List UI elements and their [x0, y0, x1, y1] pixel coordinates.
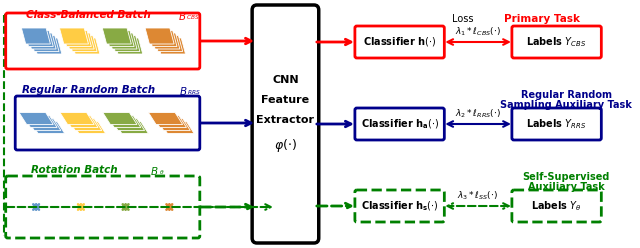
Polygon shape [31, 122, 65, 133]
Text: $\lambda_2 * \ell_{RRS}(\cdot)$: $\lambda_2 * \ell_{RRS}(\cdot)$ [455, 107, 500, 120]
Text: Rotation Batch: Rotation Batch [31, 165, 121, 175]
Polygon shape [152, 116, 186, 127]
Text: Classifier $\mathbf{h_a}(\cdot)$: Classifier $\mathbf{h_a}(\cdot)$ [360, 117, 438, 131]
Text: $\lambda_3 * \ell_{SS}(\cdot)$: $\lambda_3 * \ell_{SS}(\cdot)$ [457, 189, 498, 202]
Polygon shape [62, 31, 92, 47]
Polygon shape [103, 113, 137, 124]
Polygon shape [68, 119, 102, 130]
Polygon shape [19, 113, 53, 124]
Text: Extractor: Extractor [257, 115, 314, 125]
Polygon shape [108, 33, 137, 49]
Polygon shape [71, 38, 100, 54]
Text: Class-Balanced Batch: Class-Balanced Batch [26, 10, 155, 20]
Text: $B$: $B$ [178, 10, 186, 22]
Polygon shape [107, 116, 141, 127]
Text: Regular Random Batch: Regular Random Batch [22, 85, 159, 95]
Text: Regular Random: Regular Random [520, 90, 612, 100]
FancyBboxPatch shape [252, 5, 319, 243]
Text: $\varphi(\cdot)$: $\varphi(\cdot)$ [274, 136, 297, 154]
Polygon shape [114, 122, 148, 133]
FancyBboxPatch shape [6, 13, 200, 69]
FancyBboxPatch shape [15, 96, 200, 150]
Text: Loss: Loss [452, 14, 473, 24]
Text: CNN: CNN [272, 75, 299, 85]
Polygon shape [105, 31, 134, 47]
Polygon shape [151, 33, 180, 49]
Text: Feature: Feature [261, 95, 310, 105]
Text: $B$: $B$ [150, 165, 159, 177]
Polygon shape [27, 119, 61, 130]
FancyBboxPatch shape [512, 190, 602, 222]
Polygon shape [71, 122, 106, 133]
Polygon shape [157, 38, 186, 54]
FancyBboxPatch shape [6, 176, 200, 238]
FancyBboxPatch shape [355, 26, 444, 58]
Polygon shape [60, 113, 94, 124]
Text: $B$: $B$ [179, 85, 188, 97]
Polygon shape [33, 38, 62, 54]
Text: $_{CBS}$: $_{CBS}$ [186, 13, 200, 22]
Polygon shape [114, 38, 143, 54]
Text: $_{RRS}$: $_{RRS}$ [188, 88, 201, 97]
Text: Classifier $\mathbf{h_s}(\cdot)$: Classifier $\mathbf{h_s}(\cdot)$ [361, 199, 438, 213]
Polygon shape [102, 28, 131, 44]
Polygon shape [148, 31, 177, 47]
Polygon shape [110, 119, 145, 130]
Polygon shape [64, 116, 98, 127]
Polygon shape [27, 33, 56, 49]
FancyBboxPatch shape [512, 108, 602, 140]
Polygon shape [60, 28, 88, 44]
Text: Labels $Y_{\theta}$: Labels $Y_{\theta}$ [531, 199, 582, 213]
Polygon shape [148, 113, 182, 124]
Polygon shape [111, 35, 140, 52]
Text: $\lambda_1 * \ell_{CBS}(\cdot)$: $\lambda_1 * \ell_{CBS}(\cdot)$ [455, 26, 500, 38]
Text: Classifier $\mathbf{h}(\cdot)$: Classifier $\mathbf{h}(\cdot)$ [363, 35, 436, 49]
Text: $_{\theta}$: $_{\theta}$ [159, 168, 164, 177]
FancyBboxPatch shape [355, 108, 444, 140]
Text: Self-Supervised: Self-Supervised [522, 172, 610, 182]
Polygon shape [21, 28, 51, 44]
Polygon shape [23, 116, 57, 127]
FancyBboxPatch shape [355, 190, 444, 222]
Text: Auxiliary Task: Auxiliary Task [528, 182, 605, 192]
Text: Primary Task: Primary Task [504, 14, 580, 24]
Text: Sampling Auxiliary Task: Sampling Auxiliary Task [500, 100, 632, 110]
Text: Labels $Y_{RRS}$: Labels $Y_{RRS}$ [526, 117, 587, 131]
Polygon shape [65, 33, 94, 49]
FancyBboxPatch shape [512, 26, 602, 58]
Polygon shape [145, 28, 174, 44]
Polygon shape [156, 119, 190, 130]
Text: Labels $Y_{CBS}$: Labels $Y_{CBS}$ [527, 35, 587, 49]
Polygon shape [160, 122, 194, 133]
Polygon shape [68, 35, 97, 52]
Polygon shape [154, 35, 182, 52]
Polygon shape [30, 35, 59, 52]
Polygon shape [24, 31, 53, 47]
